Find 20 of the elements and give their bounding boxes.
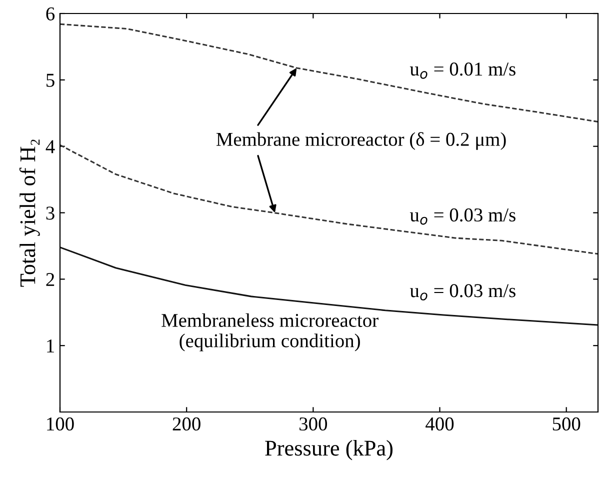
line-series [60, 246, 598, 326]
y-tick-label: 3 [46, 206, 54, 220]
y-tick-label: 6 [46, 7, 55, 20]
x-tick-label: 400 [426, 417, 454, 431]
annotation: u$_{o}$ = 0.01 m/s [410, 62, 516, 79]
y-axis-title: Total yield of H₂ [19, 140, 40, 287]
annotation: u$_{o}$ = 0.03 m/s [410, 208, 516, 225]
y-tick-label: 5 [46, 74, 54, 87]
line-series [60, 23, 598, 123]
x-axis-title: Pressure (kPa) [265, 440, 393, 460]
x-tick-label: 300 [300, 417, 328, 431]
annotation: Membrane microreactor (δ = 0.2 μm) [216, 132, 506, 150]
y-tick-label: 2 [46, 273, 54, 286]
x-tick-label: 200 [172, 417, 200, 431]
annotation: u$_{o}$ = 0.03 m/s [410, 284, 516, 300]
annotation: Membraneless microreactor (equilibrium condition) [162, 313, 378, 352]
y-tick-label: 1 [47, 339, 54, 352]
x-tick-label: 100 [47, 417, 74, 431]
x-tick-label: 500 [552, 417, 580, 431]
y-tick-label: 4 [46, 140, 55, 154]
